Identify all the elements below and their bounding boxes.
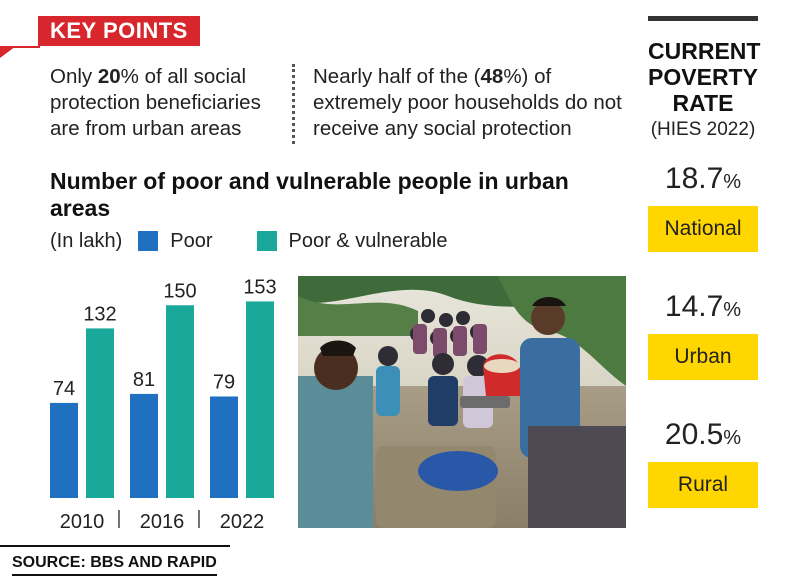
bar-poor-2016 — [130, 393, 158, 498]
key-point-1-pre: Only — [50, 65, 98, 88]
poverty-top-rule — [648, 16, 758, 21]
key-point-2: Nearly half of the (48%) of extremely po… — [313, 64, 643, 142]
bar-vulnerable-2010 — [86, 328, 114, 498]
poverty-subtitle: (HIES 2022) — [650, 119, 756, 140]
key-point-2-post: %) of extremely poor households do not r… — [313, 65, 622, 140]
poverty-badge-national: National — [648, 206, 758, 252]
key-point-2-pre: Nearly half of the ( — [313, 65, 481, 88]
x-tick-2010: 2010 — [60, 511, 105, 533]
photo-illustration — [298, 276, 626, 528]
legend-label-vulnerable: Poor & vulnerable — [288, 230, 448, 252]
poverty-title: CURRENT POVERTY RATE — [648, 38, 761, 116]
unit-label: (In lakh) — [50, 230, 123, 252]
key-points-corner — [0, 46, 16, 58]
poverty-value-rural-number: 20.5 — [664, 418, 724, 451]
poverty-value-national-unit: % — [723, 171, 742, 193]
poverty-value-rural-unit: % — [723, 427, 742, 449]
data-label-vulnerable-2022: 153 — [243, 276, 276, 298]
key-points-divider — [292, 64, 295, 144]
data-label-poor-2022: 79 — [213, 371, 235, 393]
legend-swatch-poor — [138, 231, 159, 251]
key-point-2-figure: 48 — [480, 65, 504, 88]
x-tick-2016: 2016 — [140, 511, 185, 533]
poverty-value-rural: 20.5% — [648, 418, 758, 455]
poverty-value-urban-number: 14.7 — [664, 290, 724, 323]
bar-vulnerable-2016 — [166, 305, 194, 498]
poverty-title-line-2: POVERTY — [648, 64, 758, 90]
poverty-title-line-3: RATE — [672, 90, 734, 116]
key-point-1: Only 20% of all social protection benefi… — [50, 64, 280, 142]
chart-title: Number of poor and vulnerable people in … — [50, 168, 569, 221]
poverty-value-urban-unit: % — [723, 299, 742, 321]
bar-poor-2022 — [210, 396, 238, 498]
source-note: SOURCE: BBS AND RAPID — [12, 552, 217, 576]
legend-label-poor: Poor — [170, 230, 213, 252]
poverty-value-national: 18.7% — [648, 162, 758, 199]
bar-poor-2010 — [50, 402, 78, 498]
poverty-value-national-number: 18.7 — [664, 162, 724, 195]
key-point-1-figure: 20 — [97, 65, 121, 88]
x-tick-2022: 2022 — [220, 511, 265, 533]
source-rule — [0, 545, 230, 547]
data-label-poor-2010: 74 — [53, 378, 75, 400]
poverty-badge-urban: Urban — [648, 334, 758, 380]
legend-swatch-vulnerable — [256, 231, 277, 251]
data-label-vulnerable-2010: 132 — [83, 303, 116, 325]
data-label-vulnerable-2016: 150 — [163, 280, 196, 302]
chart-legend: (In lakh) Poor Poor & vulnerable — [50, 229, 447, 253]
bar-chart: 74 132 2010 81 150 2016 79 153 2022 — [50, 276, 277, 533]
poverty-badge-rural: Rural — [648, 462, 758, 508]
key-point-1-post: % of all social protection beneficiaries… — [50, 65, 261, 140]
bar-vulnerable-2022 — [246, 301, 274, 498]
key-points-rule — [0, 46, 40, 48]
poverty-title-line-1: CURRENT — [648, 38, 761, 64]
photo-food-distribution — [298, 276, 626, 528]
data-label-poor-2016: 81 — [133, 369, 155, 391]
poverty-value-urban: 14.7% — [648, 290, 758, 327]
key-points-banner: KEY POINTS — [38, 16, 200, 46]
